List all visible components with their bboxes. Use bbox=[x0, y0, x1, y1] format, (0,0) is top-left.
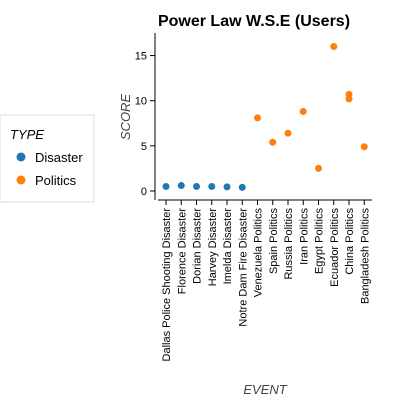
x-tick-label: Bangladesh Politics bbox=[359, 208, 371, 305]
data-point bbox=[360, 143, 368, 151]
data-point bbox=[345, 95, 353, 103]
x-tick-label: Ecuador Politics bbox=[329, 208, 341, 287]
x-tick-label: Imelda Disaster bbox=[222, 208, 234, 285]
y-tick-label: 0 bbox=[141, 186, 147, 198]
x-tick-label: Venezuela Politics bbox=[253, 208, 265, 298]
legend-label-politics: Politics bbox=[35, 173, 77, 188]
legend-box bbox=[0, 114, 95, 203]
x-tick-label: Egypt Politics bbox=[314, 208, 326, 275]
data-point bbox=[269, 138, 277, 146]
chart-title: Power Law W.S.E (Users) bbox=[158, 13, 350, 30]
legend-label-disaster: Disaster bbox=[35, 150, 83, 165]
data-point bbox=[162, 182, 170, 190]
legend-marker-disaster bbox=[16, 152, 26, 162]
x-tick-label: Florence Disaster bbox=[176, 208, 188, 295]
data-point bbox=[223, 183, 231, 191]
data-point bbox=[238, 183, 246, 191]
x-tick-label: Dorian Disaster bbox=[192, 208, 204, 284]
data-point bbox=[193, 182, 200, 190]
x-tick-label: Notre Dam Fire Disaster bbox=[237, 208, 249, 327]
x-tick-label: Dallas Police Shooting Disaster bbox=[161, 208, 173, 362]
x-tick-label: China Politics bbox=[344, 208, 356, 275]
legend-title: TYPE bbox=[10, 127, 44, 142]
x-tick-label: Spain Politics bbox=[268, 208, 280, 275]
y-tick-label: 15 bbox=[135, 51, 147, 63]
y-axis: 0 5 10 15 bbox=[135, 33, 156, 200]
x-tick-label: Harvey Disaster bbox=[207, 208, 219, 287]
x-axis: Dallas Police Shooting Disaster Florence … bbox=[158, 199, 372, 362]
y-tick-label: 5 bbox=[141, 141, 147, 153]
data-point bbox=[208, 182, 216, 190]
data-point bbox=[330, 43, 338, 51]
y-tick-label: 10 bbox=[135, 96, 147, 108]
x-axis-title: EVENT bbox=[243, 382, 287, 397]
data-point bbox=[299, 108, 307, 116]
data-point bbox=[254, 114, 261, 122]
plot-points bbox=[162, 43, 368, 191]
data-point bbox=[284, 129, 292, 137]
x-tick-label: Russia Politics bbox=[283, 208, 295, 280]
data-point bbox=[315, 164, 322, 172]
legend: TYPE Disaster Politics bbox=[0, 114, 95, 203]
y-axis-title: SCORE bbox=[118, 94, 133, 141]
legend-marker-politics bbox=[16, 175, 26, 185]
data-point bbox=[177, 182, 185, 190]
x-tick-label: Iran Politics bbox=[298, 208, 310, 265]
